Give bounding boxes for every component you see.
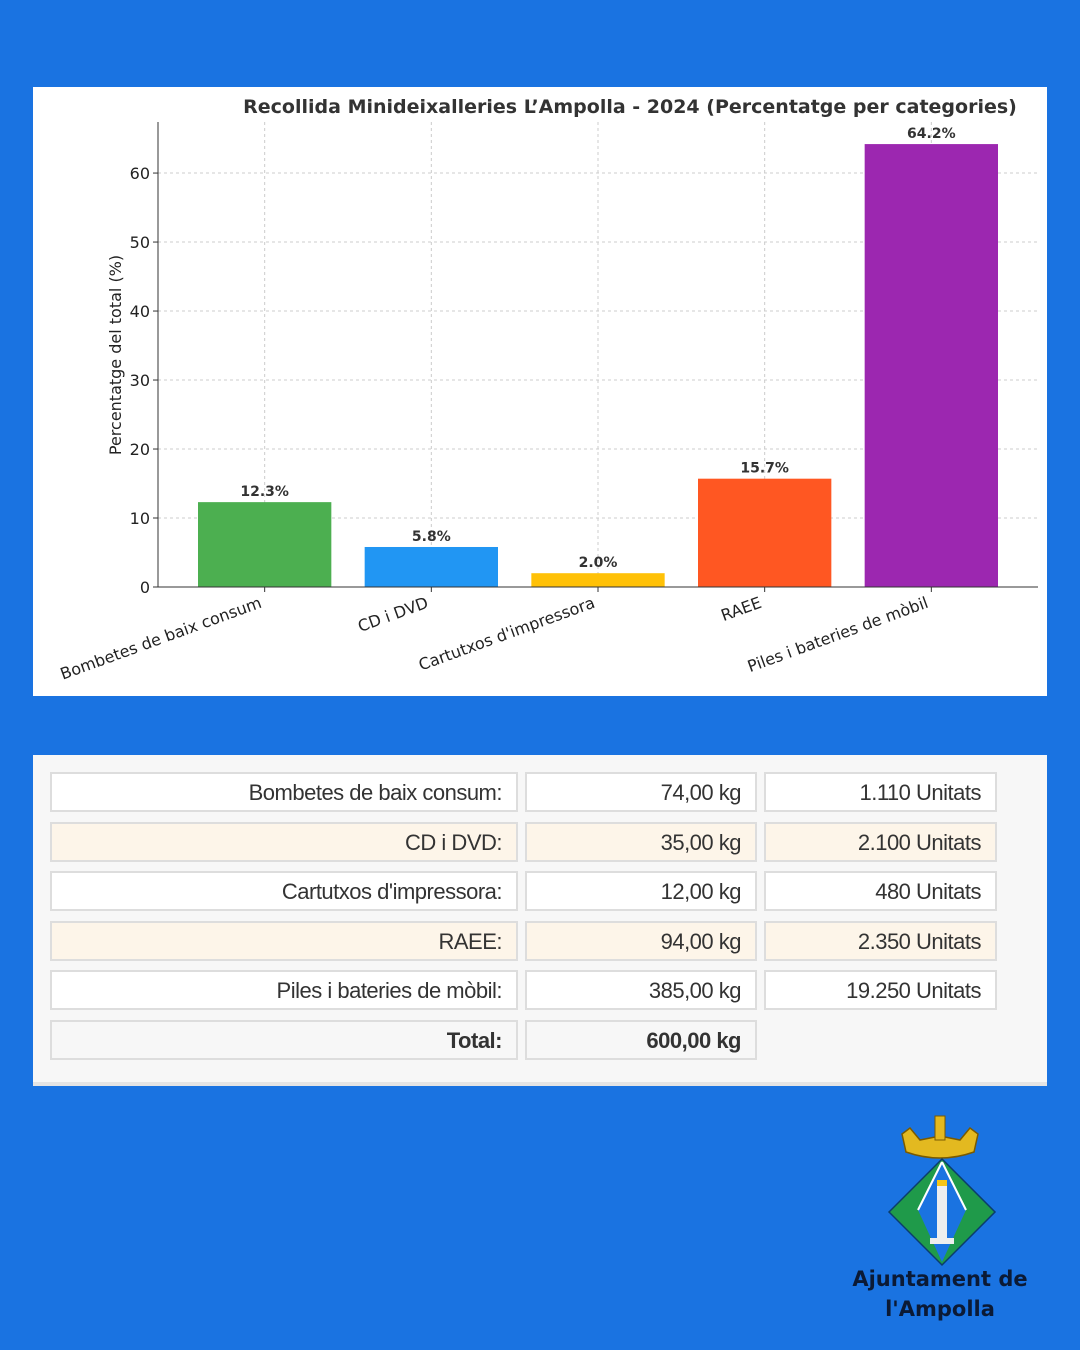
y-axis-label: Percentatge del total (%) xyxy=(106,255,125,455)
bar-value-label: 64.2% xyxy=(907,126,956,142)
row-units: 19.250 Unitats xyxy=(764,970,997,1010)
logo-caption: Ajuntament de l'Ampolla xyxy=(850,1264,1030,1324)
bar xyxy=(698,478,832,587)
row-units: 1.110 Unitats xyxy=(764,772,997,812)
bar xyxy=(531,573,665,587)
row-units: 2.100 Unitats xyxy=(764,821,997,862)
logo-line-2: l'Ampolla xyxy=(885,1297,995,1321)
x-tick-label: Bombetes de baix consum xyxy=(58,593,264,684)
bar-value-label: 12.3% xyxy=(240,484,289,500)
bar xyxy=(864,144,998,587)
y-tick-label: 30 xyxy=(130,371,150,390)
coat-of-arms-logo xyxy=(887,1115,997,1267)
row-weight: 74,00 kg xyxy=(525,772,757,812)
y-tick-label: 0 xyxy=(140,578,150,597)
x-tick-label: RAEE xyxy=(718,593,764,625)
bar xyxy=(198,502,332,587)
row-label: Piles i bateries de mòbil: xyxy=(50,970,518,1010)
row-weight: 35,00 kg xyxy=(525,821,757,862)
y-tick-label: 50 xyxy=(130,233,150,252)
row-label: Bombetes de baix consum: xyxy=(50,772,518,812)
logo-line-1: Ajuntament de xyxy=(852,1267,1028,1291)
x-tick-label: Cartutxos d'impressora xyxy=(416,593,597,675)
row-weight: 94,00 kg xyxy=(525,920,757,961)
row-units: 480 Unitats xyxy=(764,871,997,911)
bar xyxy=(364,546,498,587)
bar-chart: 0 10 20 30 40 50 60 12.3% Bombetes de baix consu… xyxy=(58,96,1038,684)
row-label: CD i DVD: xyxy=(50,821,518,862)
bar-value-label: 5.8% xyxy=(412,529,451,545)
bar-value-label: 15.7% xyxy=(740,461,789,477)
row-label: Cartutxos d'impressora: xyxy=(50,871,518,911)
total-weight: 600,00 kg xyxy=(525,1019,757,1060)
y-tick-label: 40 xyxy=(130,302,150,321)
row-weight: 12,00 kg xyxy=(525,871,757,911)
data-table: Bombetes de baix consum: 74,00 kg 1.110 Un… xyxy=(33,755,1047,1086)
x-tick-label: Piles i bateries de mòbil xyxy=(745,593,931,676)
row-label: RAEE: xyxy=(50,920,518,961)
bar-value-label: 2.0% xyxy=(579,555,618,571)
y-tick-label: 20 xyxy=(130,440,150,459)
y-tick-label: 10 xyxy=(130,509,150,528)
total-label: Total: xyxy=(50,1019,518,1060)
row-weight: 385,00 kg xyxy=(525,970,757,1010)
x-tick-label: CD i DVD xyxy=(355,593,430,636)
chart-title: Recollida Minideixalleries L’Ampolla - 2… xyxy=(243,96,1017,118)
chart-panel: 0 10 20 30 40 50 60 12.3% Bombetes de baix consu… xyxy=(33,87,1047,696)
y-tick-label: 60 xyxy=(130,164,150,183)
row-units: 2.350 Unitats xyxy=(764,920,997,961)
